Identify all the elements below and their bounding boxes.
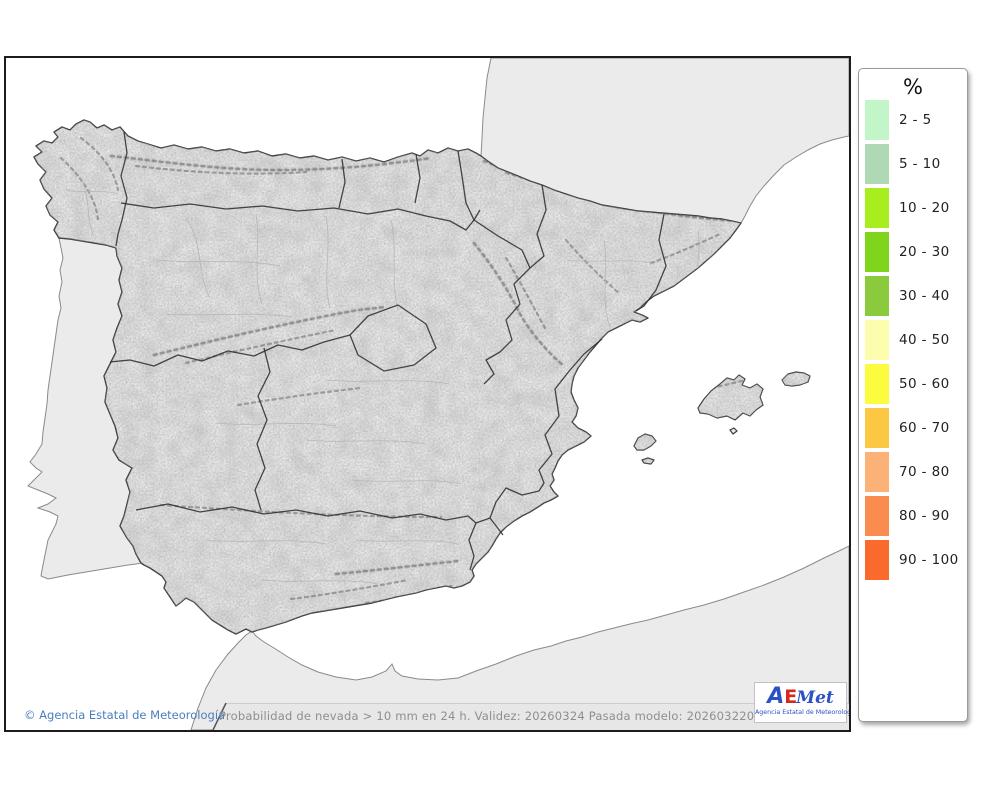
legend-item: 30 - 40 (865, 276, 967, 316)
legend-label: 5 - 10 (899, 156, 941, 172)
legend-item: 70 - 80 (865, 452, 967, 492)
legend-label: 2 - 5 (899, 112, 932, 128)
legend-swatch (865, 232, 889, 272)
legend-item: 5 - 10 (865, 144, 967, 184)
legend-swatch (865, 540, 889, 580)
legend-swatch (865, 100, 889, 140)
legend-label: 70 - 80 (899, 464, 950, 480)
legend-swatch (865, 188, 889, 228)
legend-label: 30 - 40 (899, 288, 950, 304)
copyright-text: © Agencia Estatal de Meteorología (24, 708, 226, 722)
legend-swatch (865, 408, 889, 448)
legend-label: 20 - 30 (899, 244, 950, 260)
province-boundaries (65, 177, 701, 585)
legend-label: 40 - 50 (899, 332, 950, 348)
legend-item: 20 - 30 (865, 232, 967, 272)
legend-label: 50 - 60 (899, 376, 950, 392)
legend-swatch (865, 320, 889, 360)
legend-panel: % 2 - 5 5 - 10 10 - 20 20 - 30 30 - 40 4… (858, 68, 968, 722)
legend-swatch (865, 496, 889, 536)
legend-swatch (865, 144, 889, 184)
legend-item: 60 - 70 (865, 408, 967, 448)
legend-swatch (865, 452, 889, 492)
footer-bar (212, 702, 849, 730)
legend-title: % (903, 75, 923, 99)
aemet-logo-subtitle: Agencia Estatal de Meteorología (755, 709, 851, 716)
legend-swatch (865, 364, 889, 404)
africa-landmass (190, 545, 849, 730)
map-frame: © Agencia Estatal de Meteorología Probab… (4, 56, 851, 732)
legend-item: 40 - 50 (865, 320, 967, 360)
legend-label: 60 - 70 (899, 420, 950, 436)
legend-label: 10 - 20 (899, 200, 950, 216)
aemet-logo-wordmark: AEMet (767, 684, 834, 709)
region-boundaries (109, 131, 667, 571)
legend-item: 90 - 100 (865, 540, 967, 580)
map-canvas (27, 58, 849, 730)
legend-label: 80 - 90 (899, 508, 950, 524)
legend-label: 90 - 100 (899, 552, 959, 568)
aemet-logo: AEMet Agencia Estatal de Meteorología (754, 682, 851, 723)
legend-swatch (865, 276, 889, 316)
legend-item: 10 - 20 (865, 188, 967, 228)
map-caption: Probabilidad de nevada > 10 mm en 24 h. … (219, 709, 762, 723)
legend-item: 2 - 5 (865, 100, 967, 140)
legend-item: 50 - 60 (865, 364, 967, 404)
cabrera-island (729, 427, 738, 435)
legend-item: 80 - 90 (865, 496, 967, 536)
